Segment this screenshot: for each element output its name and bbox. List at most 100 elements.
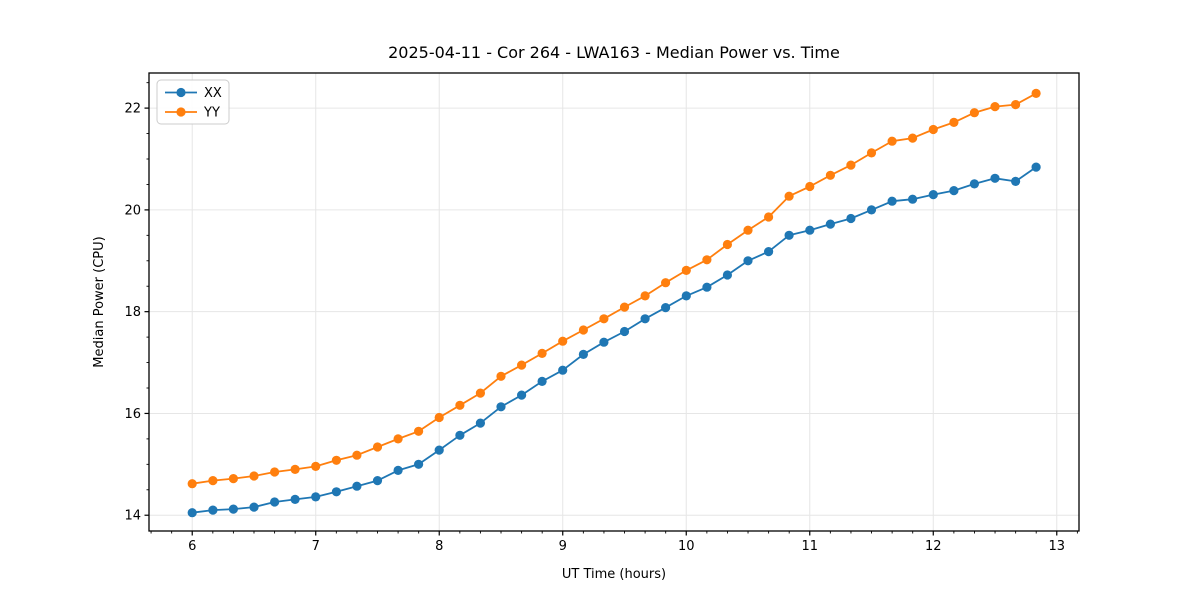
data-point-yy — [331, 455, 341, 465]
x-tick-label: 7 — [312, 539, 320, 554]
data-point-yy — [1031, 88, 1041, 98]
data-point-xx — [599, 337, 609, 347]
data-point-xx — [393, 465, 403, 475]
data-point-xx — [455, 430, 465, 440]
legend-swatch-marker — [176, 107, 186, 117]
data-point-yy — [414, 426, 424, 436]
data-point-xx — [887, 196, 897, 206]
data-point-yy — [949, 117, 959, 127]
data-point-yy — [702, 255, 712, 265]
data-point-xx — [866, 205, 877, 215]
x-tick-label: 10 — [678, 539, 695, 554]
data-point-xx — [969, 179, 980, 189]
data-point-yy — [784, 191, 794, 201]
data-point-xx — [1031, 162, 1041, 172]
y-tick-label: 16 — [124, 407, 141, 422]
data-point-xx — [722, 270, 733, 280]
data-point-yy — [187, 479, 197, 489]
data-point-xx — [1011, 176, 1021, 186]
data-point-xx — [352, 481, 362, 491]
data-point-yy — [599, 314, 609, 324]
data-point-xx — [558, 365, 568, 375]
y-tick-label: 18 — [124, 305, 141, 320]
data-point-yy — [475, 388, 485, 398]
x-tick-label: 11 — [801, 539, 818, 554]
data-point-xx — [640, 314, 650, 324]
data-point-xx — [372, 476, 383, 486]
data-point-xx — [496, 402, 506, 412]
data-point-xx — [331, 487, 341, 497]
data-point-xx — [949, 186, 959, 196]
x-tick-label: 12 — [925, 539, 942, 554]
x-tick-label: 8 — [435, 539, 443, 554]
data-point-yy — [640, 291, 650, 301]
data-point-yy — [228, 474, 238, 484]
data-point-xx — [187, 508, 197, 518]
tick-layer: 6 7 8 9 10 11 12 13 14 16 18 20 22 — [124, 82, 1078, 554]
data-point-xx — [208, 505, 218, 515]
data-point-yy — [270, 467, 280, 477]
data-point-yy — [578, 325, 589, 335]
data-point-yy — [887, 136, 897, 146]
data-point-yy — [619, 302, 630, 312]
grid-layer — [149, 73, 1079, 531]
data-point-xx — [517, 390, 527, 400]
legend-label-yy: YY — [203, 106, 220, 121]
data-point-yy — [290, 464, 300, 474]
series-layer — [187, 88, 1041, 518]
data-point-xx — [764, 247, 774, 257]
data-point-yy — [661, 278, 671, 288]
data-point-xx — [743, 256, 753, 266]
data-point-xx — [908, 194, 918, 204]
y-axis-label: Median Power (CPU) — [92, 236, 107, 367]
data-point-xx — [537, 376, 547, 386]
legend-box — [156, 79, 230, 125]
data-point-xx — [805, 225, 815, 235]
data-point-yy — [517, 360, 527, 370]
data-point-xx — [928, 190, 938, 200]
data-point-xx — [661, 303, 671, 313]
data-point-yy — [743, 225, 753, 235]
x-tick-label: 9 — [559, 539, 567, 554]
x-axis-label: UT Time (hours) — [562, 567, 666, 582]
data-point-xx — [434, 445, 444, 455]
chart-title: 2025-04-11 - Cor 264 - LWA163 - Median P… — [388, 43, 840, 62]
data-point-yy — [764, 212, 774, 222]
data-point-yy — [866, 148, 877, 158]
data-point-xx — [228, 504, 238, 514]
plot-area-border — [148, 72, 1080, 532]
data-point-yy — [537, 348, 547, 358]
y-tick-label: 22 — [124, 102, 141, 117]
y-tick-label: 14 — [124, 509, 141, 524]
data-point-xx — [784, 230, 794, 240]
data-point-yy — [558, 336, 568, 346]
data-point-xx — [290, 494, 300, 504]
data-point-yy — [352, 450, 362, 460]
data-point-yy — [434, 412, 444, 423]
data-point-yy — [311, 461, 321, 471]
y-tick-label: 20 — [124, 203, 141, 218]
x-tick-label: 6 — [188, 539, 196, 554]
data-point-xx — [619, 326, 630, 337]
data-point-xx — [990, 173, 1000, 183]
data-point-yy — [722, 239, 733, 250]
data-point-yy — [846, 160, 856, 170]
data-point-yy — [1011, 100, 1021, 110]
data-point-yy — [969, 108, 980, 118]
data-point-yy — [681, 265, 691, 275]
data-point-xx — [825, 219, 836, 229]
legend-label-xx: XX — [204, 86, 222, 101]
data-point-yy — [393, 434, 403, 444]
data-point-xx — [414, 459, 424, 469]
data-point-xx — [475, 418, 485, 428]
legend-swatch-marker — [176, 87, 186, 98]
data-point-yy — [825, 170, 836, 180]
data-point-yy — [249, 471, 259, 481]
data-point-yy — [496, 371, 506, 381]
data-point-xx — [249, 502, 259, 512]
data-point-xx — [846, 213, 856, 224]
data-point-yy — [208, 476, 218, 486]
data-point-yy — [805, 181, 815, 192]
